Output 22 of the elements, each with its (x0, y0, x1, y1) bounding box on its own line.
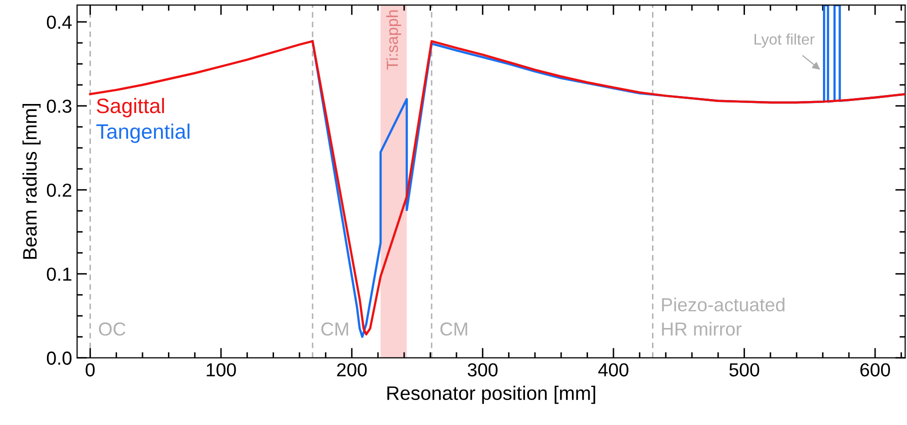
y-tick-label: 0.1 (46, 268, 72, 281)
x-tick-label: 400 (598, 363, 628, 376)
ref-line-label: OC (98, 322, 126, 336)
ref-line-label: CM (321, 322, 348, 336)
y-axis-title: Beam radius [mm] (22, 104, 41, 259)
x-tick-label: 100 (206, 363, 236, 376)
x-tick-label: 0 (86, 363, 95, 376)
y-tick-label: 0.2 (46, 184, 72, 197)
x-tick-label: 600 (860, 363, 890, 376)
ref-line-label: CM (440, 322, 468, 336)
x-tick-label: 300 (468, 363, 498, 376)
x-tick-label: 200 (337, 363, 367, 376)
ref-line-label: Piezo-actuated HR mirror (662, 298, 784, 336)
x-tick-label: 500 (729, 363, 760, 376)
text: Tangential (96, 124, 190, 144)
x-axis-title: Resonator position [mm] (387, 386, 596, 404)
annotation: Lyot filter (754, 33, 814, 48)
series-label: Sagittal (96, 98, 164, 118)
y-tick-label: 0.0 (46, 352, 72, 365)
y-tick-label: 0.3 (46, 100, 72, 113)
y-tick-label: 0.4 (46, 16, 72, 29)
band-label: Ti:sapph (386, 10, 402, 70)
